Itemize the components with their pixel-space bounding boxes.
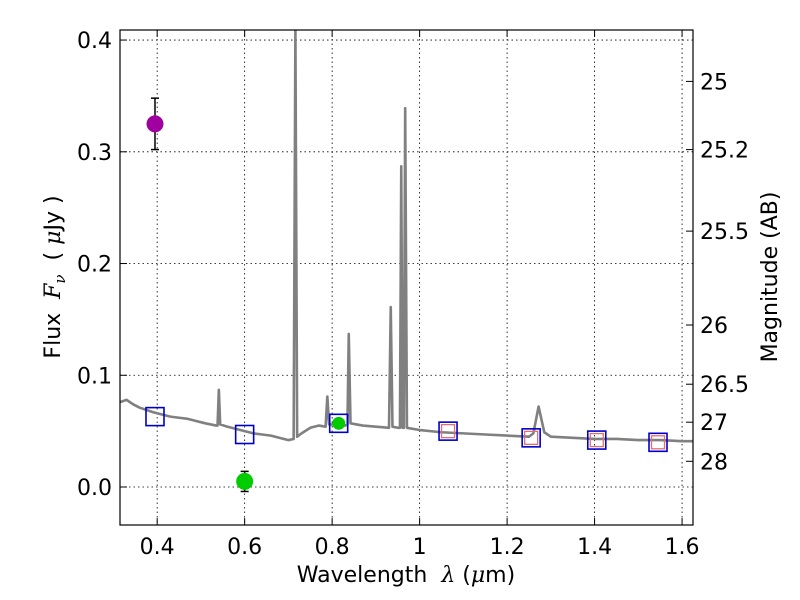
observed-nir-marker	[650, 435, 666, 450]
observed-point	[332, 416, 346, 430]
y-tick-label: 0.3	[77, 141, 112, 166]
mag-tick-label: 25.5	[700, 220, 749, 245]
y-tick-label: 0.1	[77, 364, 112, 389]
y-tick-label: 0.4	[77, 29, 112, 54]
spectrum-line	[120, 30, 693, 443]
mag-tick-label: 26.5	[700, 373, 749, 398]
x-tick-label: 1.2	[490, 535, 525, 560]
observed-point	[146, 115, 164, 133]
x-tick-label: 1.4	[577, 535, 612, 560]
observed-point	[236, 472, 254, 490]
plot-frame	[119, 29, 694, 526]
model-photometry-marker	[328, 413, 349, 434]
y-axis-label: Flux Fν ( μJy )	[41, 195, 69, 358]
ticks: 0.4 0.6 0.8 1 1.2 1.4 1.6 0.0 0.1 0.2 0.3 0.4 25 25.2…	[77, 29, 749, 560]
model-photometry-marker	[521, 428, 541, 448]
mag-tick-label: 27	[700, 411, 728, 436]
x-tick-label: 0.6	[227, 535, 262, 560]
x-tick-label: 0.4	[140, 535, 175, 560]
y-tick-label: 0.0	[77, 476, 112, 501]
y-tick-label: 0.2	[77, 253, 112, 278]
model-photometry-marker	[648, 432, 668, 453]
observed-nir-marker	[440, 423, 456, 439]
model-photometry-marker	[234, 424, 255, 445]
model-photometry-marker	[145, 406, 165, 427]
model-photometry-marker	[438, 421, 458, 441]
mag-tick-label: 25	[700, 70, 728, 95]
mag-tick-label: 28	[700, 450, 728, 475]
model-photometry-marker	[586, 430, 607, 450]
y2-axis-label: Magnitude (AB)	[758, 192, 783, 363]
series-group	[120, 30, 693, 493]
mag-tick-label: 25.2	[700, 139, 749, 164]
x-axis-label: Wavelength λ (μm)	[297, 563, 515, 588]
grid-lines	[120, 30, 693, 525]
x-tick-label: 0.8	[315, 535, 350, 560]
x-tick-label: 1	[413, 535, 427, 560]
mag-tick-label: 26	[700, 314, 728, 339]
observed-nir-marker	[589, 432, 604, 448]
observed-nir-marker	[524, 430, 539, 445]
x-tick-label: 1.6	[665, 535, 700, 560]
data-layer	[120, 30, 693, 493]
